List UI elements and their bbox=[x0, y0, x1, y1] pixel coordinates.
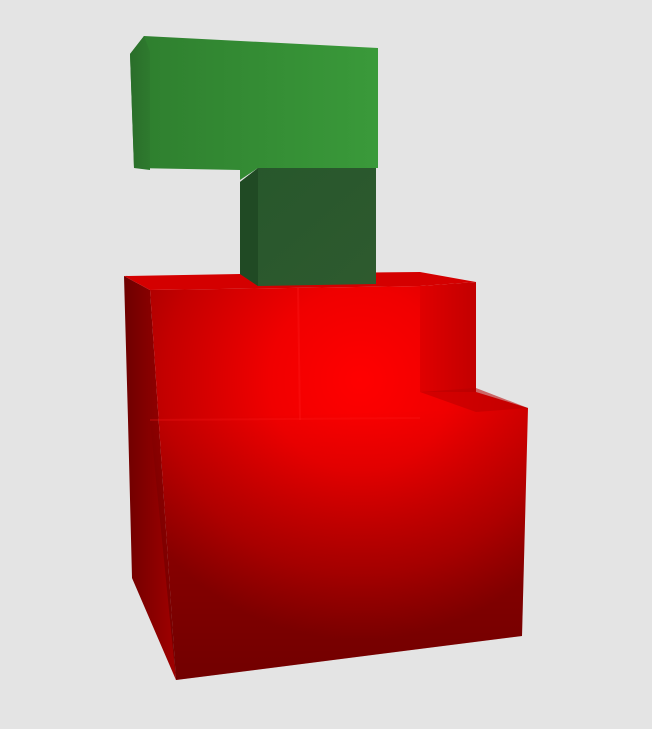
apple-step-side bbox=[420, 282, 476, 392]
apple-leaf bbox=[130, 36, 378, 180]
apple-stem bbox=[240, 168, 376, 286]
apple-body bbox=[124, 272, 528, 680]
apple-left-face bbox=[124, 276, 176, 680]
apple-seam-vertical bbox=[297, 287, 301, 421]
leaf-front-face bbox=[130, 36, 378, 180]
stem-front-face bbox=[240, 168, 376, 286]
stem-left-face bbox=[240, 168, 258, 286]
apple-front-shade bbox=[150, 408, 528, 680]
apple-seam-horizontal bbox=[149, 417, 421, 421]
apple-step-top bbox=[420, 388, 528, 412]
leaf-left-face bbox=[130, 36, 150, 170]
